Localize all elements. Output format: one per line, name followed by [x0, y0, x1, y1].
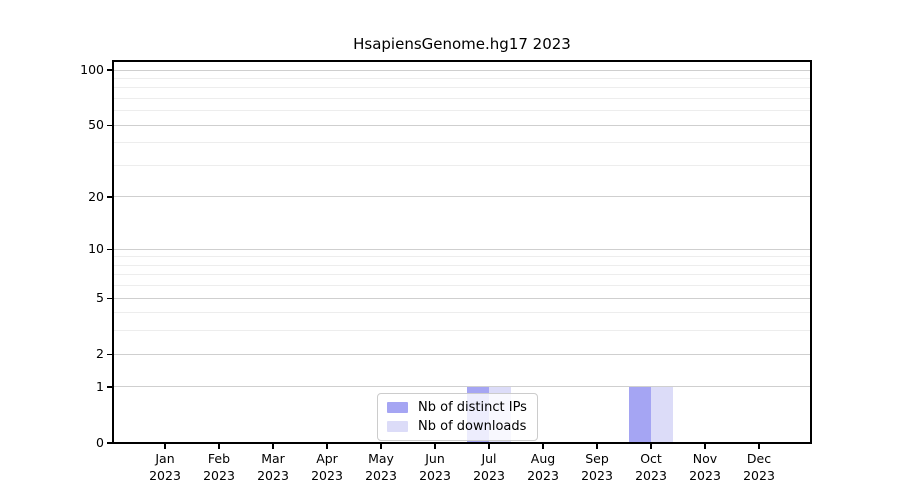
x-tick-mark [542, 444, 544, 449]
gridline-major [113, 297, 811, 299]
gridline-major [113, 69, 811, 71]
x-tick-label-year: 2023 [743, 468, 775, 483]
gridline-major [113, 248, 811, 250]
gridline-major [113, 386, 811, 388]
plot-border-top [112, 60, 812, 62]
gridline-minor [113, 165, 811, 166]
gridline-minor [113, 312, 811, 314]
x-tick-mark [272, 444, 274, 449]
x-tick-mark [380, 444, 382, 449]
x-tick-label: Sep 2023 [562, 450, 632, 484]
plot-border-right [810, 60, 812, 444]
x-tick-label: Jan 2023 [130, 450, 200, 484]
gridline-minor [113, 285, 811, 287]
y-tick-label: 10 [88, 241, 104, 257]
y-tick-mark [107, 442, 113, 444]
y-tick-label: 50 [88, 117, 104, 133]
y-tick-mark [107, 124, 113, 126]
chart-title: HsapiensGenome.hg17 2023 [353, 35, 571, 53]
legend-swatch-distinct-ips [387, 402, 408, 413]
x-tick-label: Jul 2023 [454, 450, 524, 484]
legend: Nb of distinct IPs Nb of downloads [377, 393, 538, 441]
bar-distinct-ips [629, 386, 651, 443]
x-tick-label-year: 2023 [203, 468, 235, 483]
plot-border-left [112, 60, 114, 444]
x-tick-mark [704, 444, 706, 449]
x-tick-label: Apr 2023 [292, 450, 362, 484]
x-tick-mark [434, 444, 436, 449]
gridline-major [113, 124, 811, 126]
gridline-major [113, 353, 811, 355]
x-tick-mark [596, 444, 598, 449]
x-tick-label: Feb 2023 [184, 450, 254, 484]
x-tick-mark [650, 444, 652, 449]
x-tick-mark [326, 444, 328, 449]
legend-entry-distinct-ips: Nb of distinct IPs [387, 400, 527, 415]
x-tick-label-year: 2023 [473, 468, 505, 483]
x-tick-label: Aug 2023 [508, 450, 578, 484]
legend-swatch-downloads [387, 421, 408, 432]
gridline-minor [113, 330, 811, 332]
plot-area: Nb of distinct IPs Nb of downloads [112, 60, 812, 444]
x-tick-mark [218, 444, 220, 449]
x-tick-label-year: 2023 [527, 468, 559, 483]
x-tick-label: Nov 2023 [670, 450, 740, 484]
y-tick-mark [107, 386, 113, 388]
y-tick-label: 0 [96, 435, 104, 450]
bar-downloads [651, 386, 673, 443]
x-tick-label-year: 2023 [257, 468, 289, 483]
gridline-minor [113, 98, 811, 100]
x-tick-mark [164, 444, 166, 449]
x-tick-label-year: 2023 [689, 468, 721, 483]
x-tick-label: Jun 2023 [400, 450, 470, 484]
x-tick-label: May 2023 [346, 450, 416, 484]
x-tick-label-year: 2023 [311, 468, 343, 483]
y-tick-mark [107, 297, 113, 299]
gridline-minor [113, 77, 811, 79]
x-tick-label: Mar 2023 [238, 450, 308, 484]
gridline-minor [113, 87, 811, 89]
plot-border-bottom [112, 442, 812, 444]
x-tick-label-year: 2023 [419, 468, 451, 483]
legend-label-distinct-ips: Nb of distinct IPs [418, 400, 527, 415]
gridline-minor [113, 274, 811, 276]
y-tick-mark [107, 248, 113, 250]
gridline-minor [113, 110, 811, 112]
y-tick-mark [107, 196, 113, 198]
gridline-minor [113, 256, 811, 258]
y-tick-label: 20 [88, 188, 104, 204]
x-tick-label: Dec 2023 [724, 450, 794, 484]
x-tick-label-year: 2023 [581, 468, 613, 483]
y-tick-label: 5 [96, 290, 104, 306]
x-tick-label-year: 2023 [365, 468, 397, 483]
x-tick-mark [758, 444, 760, 449]
x-tick-label-year: 2023 [635, 468, 667, 483]
gridline-minor [113, 264, 811, 266]
y-tick-mark [107, 353, 113, 355]
gridline-major [113, 196, 811, 198]
legend-label-downloads: Nb of downloads [418, 419, 527, 434]
x-tick-label-year: 2023 [149, 468, 181, 483]
y-tick-label: 1 [96, 378, 104, 394]
x-tick-label: Oct 2023 [616, 450, 686, 484]
y-tick-label: 2 [96, 346, 104, 362]
gridline-minor [113, 142, 811, 144]
y-tick-mark [107, 69, 113, 71]
legend-entry-downloads: Nb of downloads [387, 419, 527, 434]
y-tick-label: 100 [80, 62, 104, 78]
x-tick-mark [488, 444, 490, 449]
